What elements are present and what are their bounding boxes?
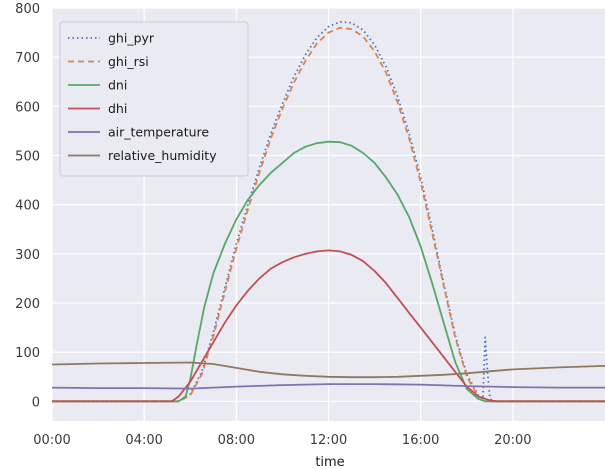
- series-layer: [51, 20, 605, 403]
- y-tick-label: 500: [15, 150, 40, 165]
- y-tick-label: 700: [15, 51, 40, 66]
- legend-label: ghi_rsi: [108, 54, 149, 69]
- series-line-dni: [52, 140, 605, 403]
- y-tick-label: 200: [15, 297, 40, 312]
- x-tick-label: 04:00: [125, 433, 162, 448]
- x-tick-label: 00:00: [33, 433, 70, 448]
- series-line-dhi: [52, 249, 605, 403]
- x-tick-label: 08:00: [218, 433, 255, 448]
- series-line-relative-humidity: [51, 361, 605, 379]
- x-tick-label: 12:00: [310, 433, 347, 448]
- legend-label: dhi: [108, 101, 127, 116]
- legend-label: dni: [108, 78, 127, 93]
- x-axis-title: time: [315, 455, 344, 469]
- legend-label: air_temperature: [108, 125, 209, 140]
- y-tick-label: 100: [15, 346, 40, 361]
- series-line-ghi-rsi: [52, 26, 605, 403]
- legend-label: ghi_pyr: [108, 31, 155, 46]
- y-tick-label: 300: [15, 248, 40, 263]
- y-tick-label: 800: [15, 2, 40, 17]
- x-tick-label: 16:00: [402, 433, 439, 448]
- x-tick-labels: 00:00 04:00 08:00 12:00 16:00 20:00: [33, 433, 531, 448]
- y-tick-labels: 0 100 200 300 400 500 600 700 800: [15, 2, 40, 410]
- y-tick-label: 600: [15, 100, 40, 115]
- series-line-ghi-pyr: [52, 20, 605, 403]
- x-tick-label: 20:00: [494, 433, 531, 448]
- y-tick-label: 400: [15, 199, 40, 214]
- y-tick-label: 0: [32, 395, 40, 410]
- series-line-air-temperature: [51, 383, 605, 390]
- legend-box: [59, 21, 249, 177]
- legend-label: relative_humidity: [108, 148, 217, 163]
